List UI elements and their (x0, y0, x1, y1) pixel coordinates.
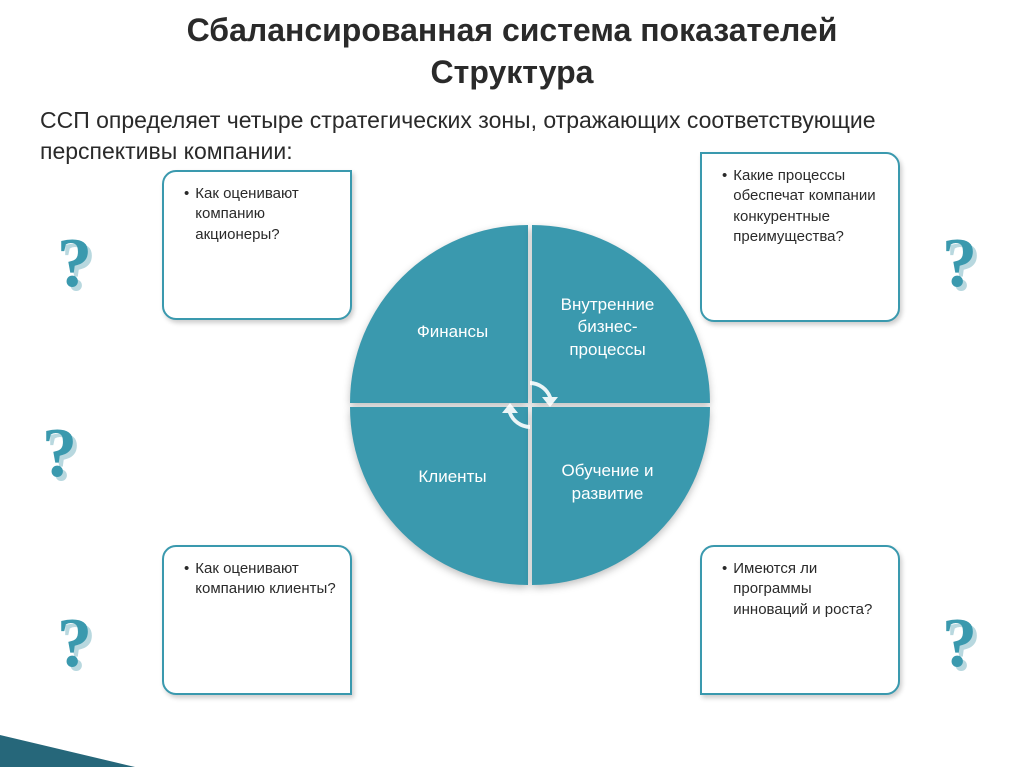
svg-text:?: ? (942, 610, 977, 682)
title-line2: Структура (431, 54, 594, 90)
question-mark-icon: ?? (940, 230, 990, 324)
svg-text:?: ? (57, 230, 92, 302)
box-tr-text: Какие процессы обеспечат компании конкур… (733, 166, 888, 247)
quadrant-learning: Обучение и развитие (532, 407, 710, 585)
box-tl-text: Как оценивают компанию акционеры? (195, 184, 340, 245)
svg-text:?: ? (942, 230, 977, 302)
question-mark-icon: ?? (940, 610, 990, 704)
info-box-processes: Какие процессы обеспечат компании конкур… (700, 152, 900, 322)
quadrant-clients: Клиенты (350, 407, 528, 585)
box-bl-text: Как оценивают компанию клиенты? (195, 559, 340, 600)
svg-text:?: ? (42, 420, 77, 492)
corner-decoration (0, 735, 135, 767)
question-mark-icon: ?? (40, 420, 90, 514)
q-tl-label: Финансы (417, 321, 488, 343)
question-mark-icon: ?? (55, 230, 105, 324)
q-tr-label: Внутренние бизнес-процессы (550, 294, 665, 360)
q-bl-label: Клиенты (418, 466, 486, 488)
info-box-clients: Как оценивают компанию клиенты? (162, 545, 352, 695)
cycle-arrows-icon (502, 377, 558, 433)
q-br-label: Обучение и развитие (550, 460, 665, 504)
circle-diagram: Финансы Внутренние бизнес-процессы Клиен… (350, 225, 710, 585)
svg-text:?: ? (57, 610, 92, 682)
info-box-learning: Имеются ли программы инноваций и роста? (700, 545, 900, 695)
title-line1: Сбалансированная система показателей (187, 12, 838, 48)
question-mark-icon: ?? (55, 610, 105, 704)
bsc-diagram: Как оценивают компанию акционеры? Какие … (0, 170, 1024, 730)
page-title: Сбалансированная система показателей Стр… (0, 0, 1024, 93)
quadrant-processes: Внутренние бизнес-процессы (532, 225, 710, 403)
info-box-finance: Как оценивают компанию акционеры? (162, 170, 352, 320)
box-br-text: Имеются ли программы инноваций и роста? (733, 559, 888, 620)
